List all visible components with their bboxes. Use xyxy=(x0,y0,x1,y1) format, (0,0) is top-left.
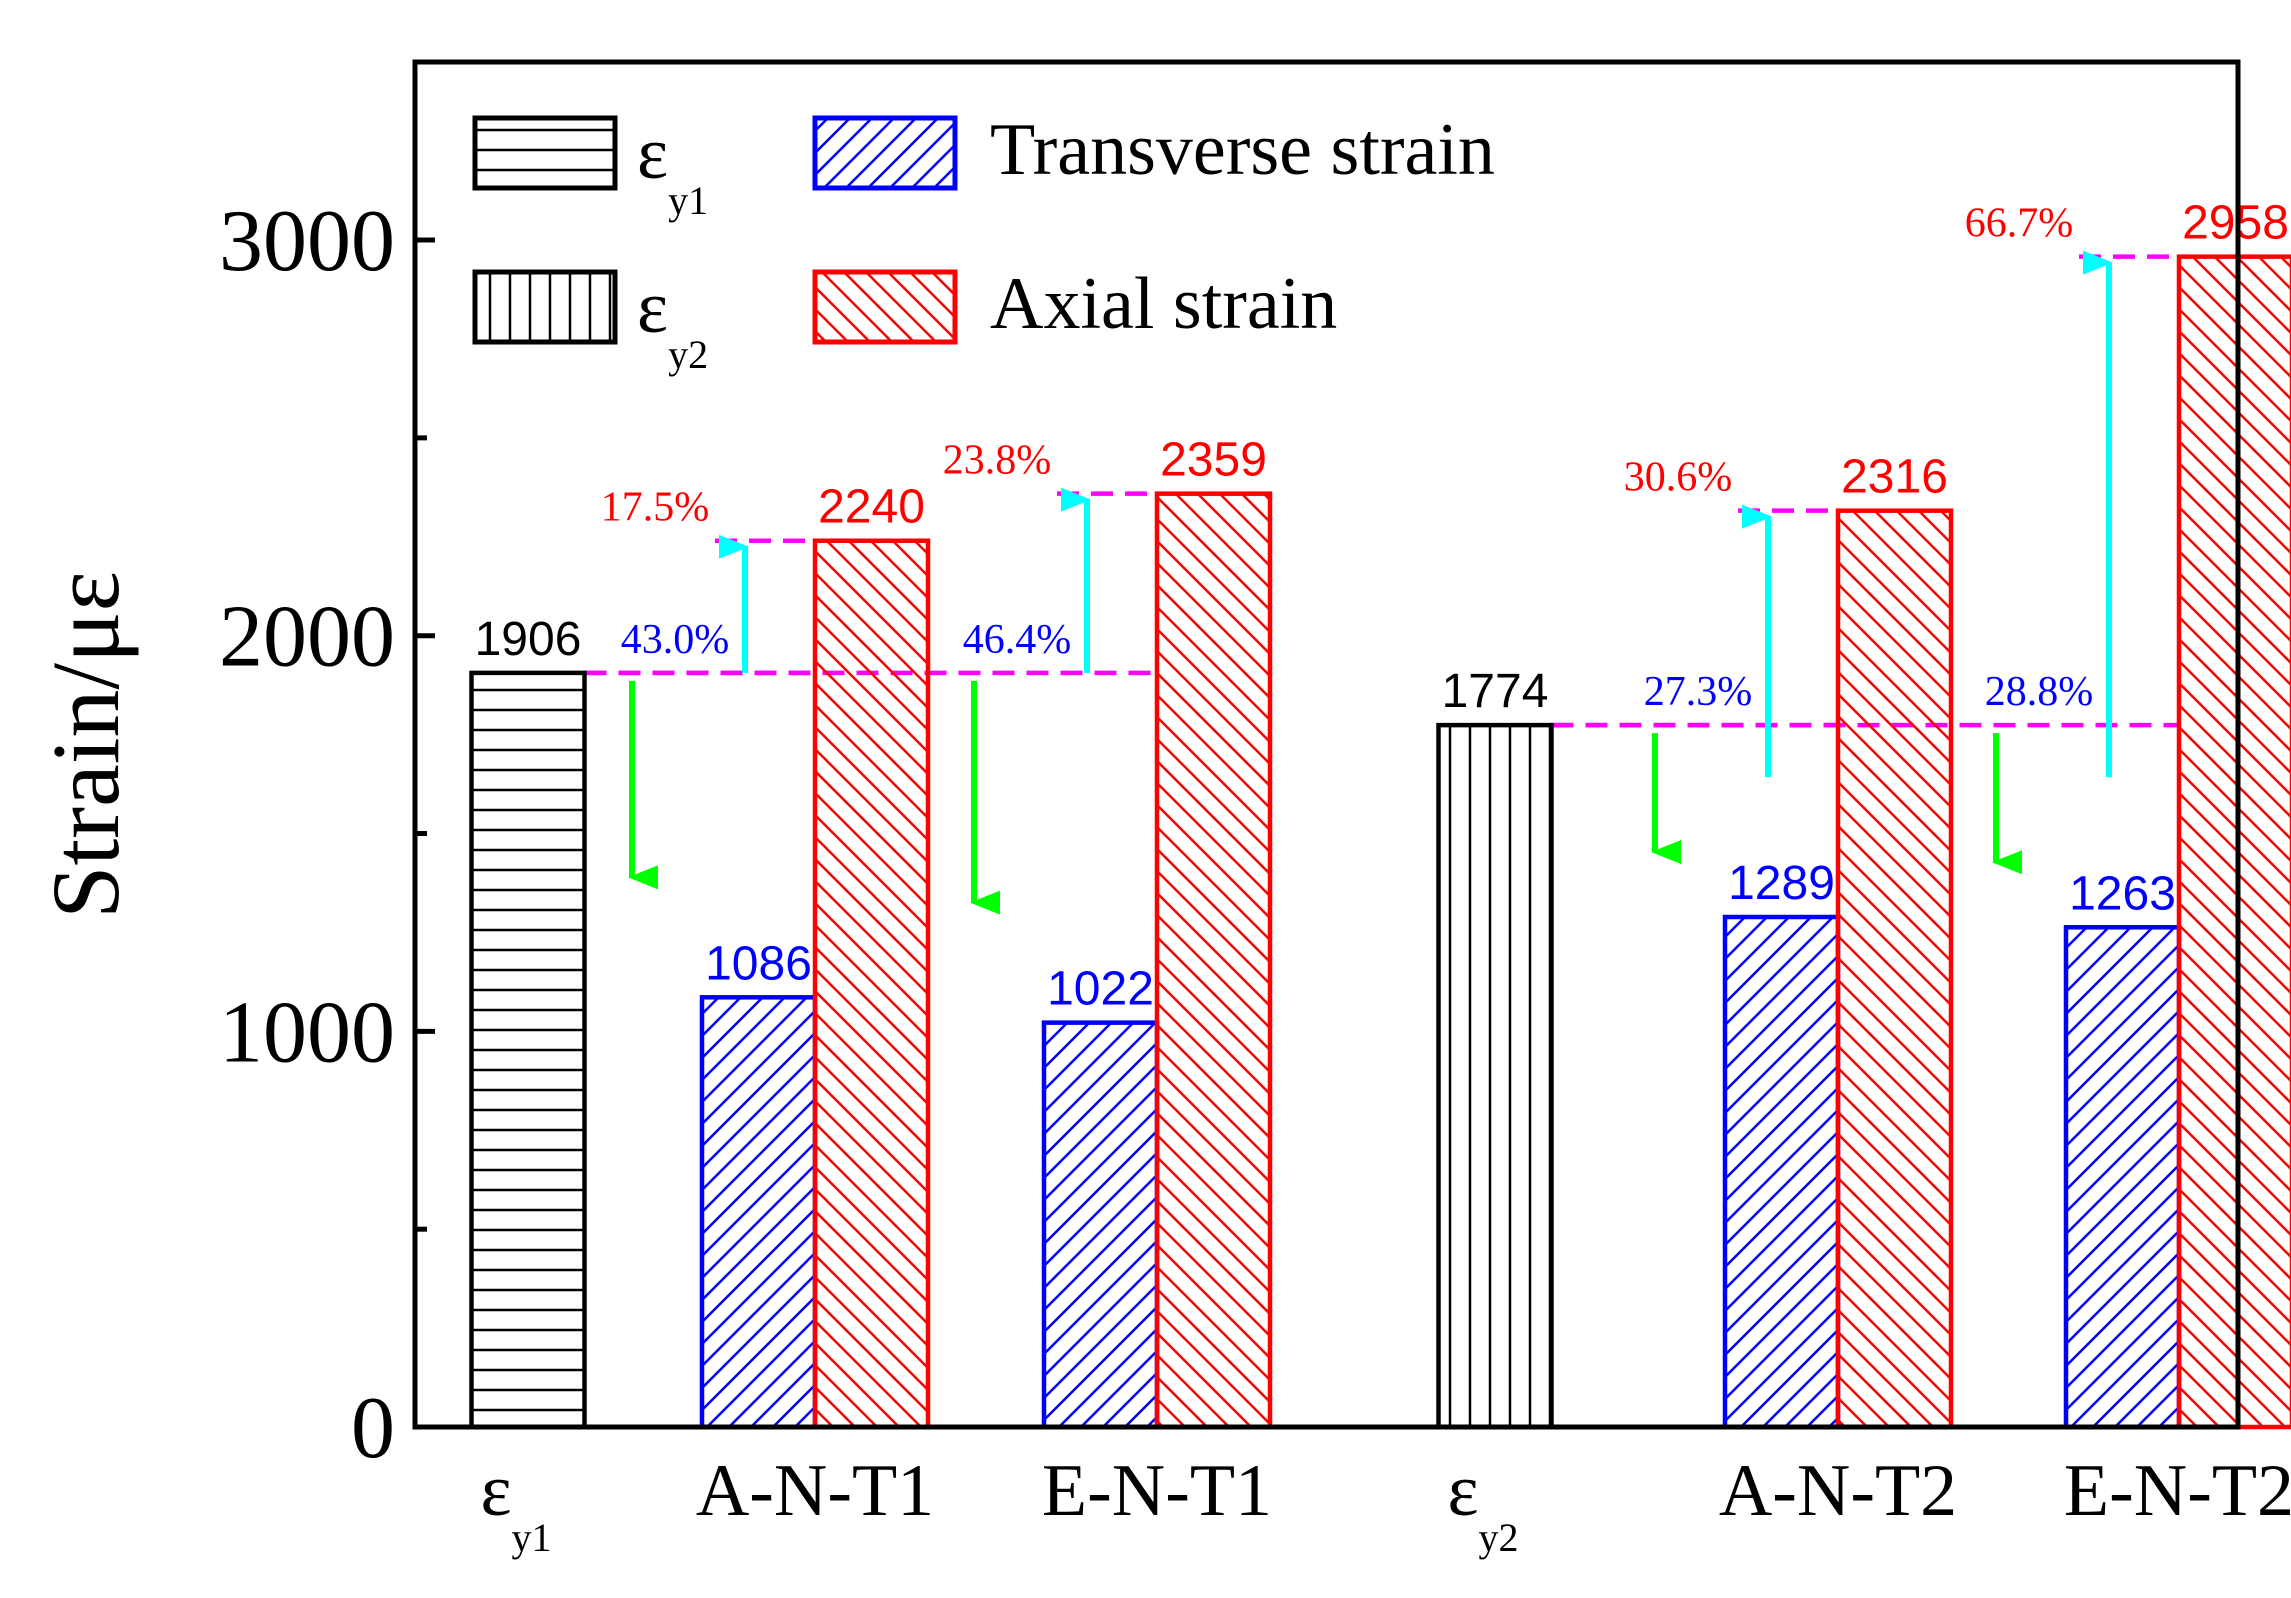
bar-value-label: 1289 xyxy=(1728,857,1835,910)
bar-value-label: 1022 xyxy=(1047,963,1154,1016)
change-arrows xyxy=(628,250,2113,915)
bar xyxy=(699,995,818,1430)
bar xyxy=(2176,254,2291,1430)
bar-value-label: 1906 xyxy=(475,613,582,666)
bars xyxy=(469,254,2291,1430)
x-tick-label: A-N-T1 xyxy=(696,1450,934,1532)
y-axis-label: Strain/με xyxy=(32,571,139,919)
bar xyxy=(1835,508,1954,1430)
legend-swatch xyxy=(472,115,618,191)
bar-value-label: 1086 xyxy=(705,937,812,990)
y-tick-label: 0 xyxy=(351,1380,395,1477)
percent-increase-label: 23.8% xyxy=(943,438,1052,484)
x-tick-label: E-N-T1 xyxy=(1042,1450,1272,1532)
percent-decrease-label: 46.4% xyxy=(963,617,1072,663)
percent-decrease-label: 43.0% xyxy=(621,617,730,663)
bar-value-label: 1774 xyxy=(1442,665,1549,718)
legend-swatch xyxy=(472,269,618,345)
y-tick-label: 1000 xyxy=(219,984,395,1081)
legend-label: εy1 xyxy=(637,113,708,223)
percent-decrease-label: 28.8% xyxy=(1985,669,2094,715)
bar-value-label: 2240 xyxy=(818,481,925,534)
legend-swatch xyxy=(812,115,958,191)
bar-value-label: 1263 xyxy=(2069,867,2176,920)
bar xyxy=(1436,722,1554,1430)
bar xyxy=(1154,491,1273,1430)
legend-swatch xyxy=(812,269,958,345)
y-tick-label: 3000 xyxy=(219,193,395,290)
legend-label: Transverse strain xyxy=(990,109,1495,191)
percent-decrease-label: 27.3% xyxy=(1644,669,1753,715)
percent-increase-label: 30.6% xyxy=(1624,455,1733,501)
x-tick-label: εy1 xyxy=(480,1450,551,1560)
bar xyxy=(1722,914,1841,1430)
bar xyxy=(2063,925,2182,1430)
legend-label: εy2 xyxy=(637,267,708,377)
bar xyxy=(469,670,587,1430)
x-tick-label: εy2 xyxy=(1447,1450,1518,1560)
bar xyxy=(812,538,931,1430)
percent-increase-label: 17.5% xyxy=(601,485,710,531)
y-tick-label: 2000 xyxy=(219,589,395,686)
plot-frame xyxy=(412,59,2241,1430)
legend-label: Axial strain xyxy=(990,263,1337,345)
bar-value-label: 2359 xyxy=(1160,434,1267,487)
axes: 0 1000 2000 3000 Strain/με εy1 A-N-T1 E-N-T1 εy2… xyxy=(32,59,2291,1560)
x-tick-label: A-N-T2 xyxy=(1719,1450,1957,1532)
bar-value-label: 2316 xyxy=(1841,451,1948,504)
legend: εy1 εy2 Transverse strain Axial strain xyxy=(472,109,1495,377)
bar xyxy=(1041,1020,1160,1430)
x-tick-label: E-N-T2 xyxy=(2064,1450,2291,1532)
percent-increase-label: 66.7% xyxy=(1965,201,2074,247)
